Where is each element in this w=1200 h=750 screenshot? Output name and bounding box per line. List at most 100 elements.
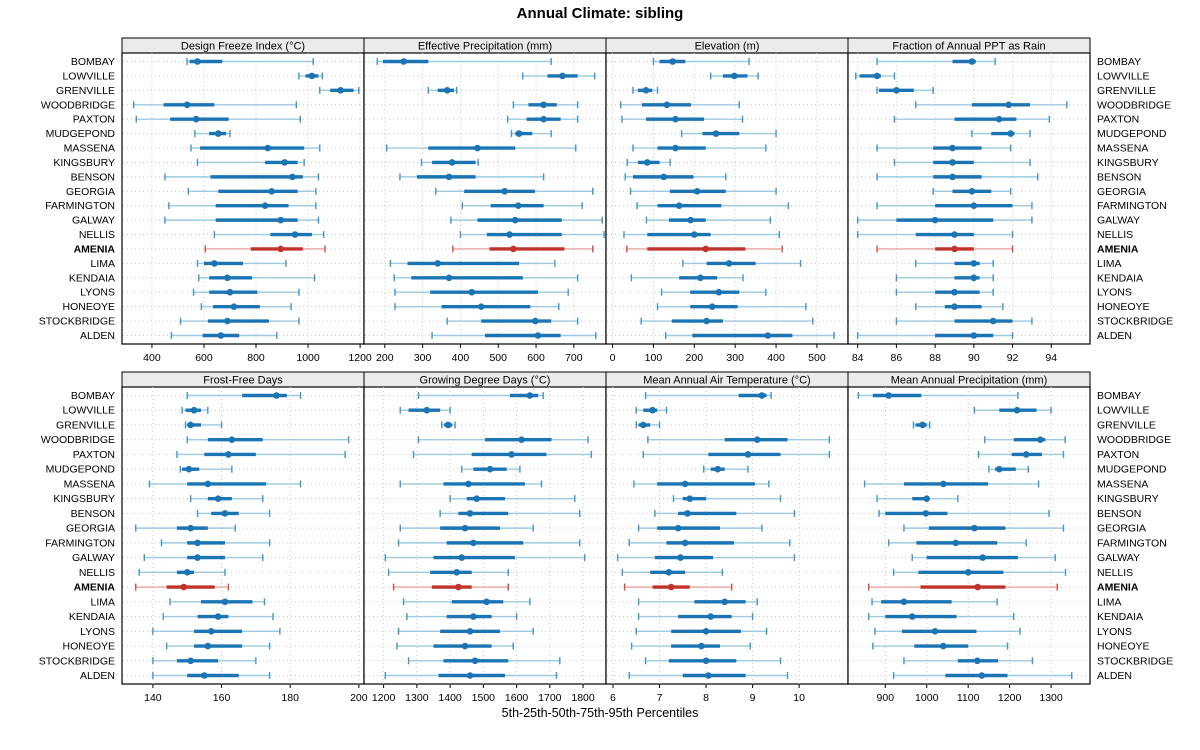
median-dot [540, 115, 547, 123]
row-label-right-lyons: LYONS [1097, 626, 1132, 638]
row-label-left-alden: ALDEN [80, 330, 115, 342]
median-dot [273, 392, 280, 399]
median-dot [702, 627, 710, 635]
median-dot [183, 569, 191, 576]
errorbar-georgia [187, 187, 317, 195]
errorbar-benson [878, 509, 1050, 517]
median-dot [183, 101, 191, 109]
median-dot [764, 332, 772, 339]
errorbar-farmington [636, 202, 790, 210]
errorbar-bombay [186, 58, 314, 65]
axis-tick-label: 300 [726, 352, 744, 364]
row-label-left-lyons: LYONS [80, 287, 115, 299]
median-dot [194, 554, 201, 561]
errorbar-honeoye [656, 303, 807, 311]
median-dot [466, 672, 474, 679]
axis-tick-label: 10 [793, 692, 805, 704]
row-label-left-woodbridge: WOODBRIDGE [41, 434, 115, 446]
errorbar-mudgepond [461, 465, 521, 473]
panel-plot-area [363, 386, 607, 685]
errorbar-kingsbury [449, 495, 576, 503]
errorbar-farmington [887, 539, 1027, 547]
errorbar-kingsbury [189, 495, 264, 503]
axis-tick-label: 1500 [472, 692, 496, 704]
errorbar-bombay [376, 58, 552, 65]
median-dot [510, 245, 517, 253]
errorbar-bombay [417, 392, 544, 399]
axis-tick-label: 500 [808, 352, 826, 364]
errorbar-kingsbury [196, 158, 305, 166]
median-dot [477, 303, 485, 310]
errorbar-benson [196, 509, 271, 517]
errorbar-kendaia [630, 274, 744, 282]
errorbar-galway [384, 554, 586, 562]
median-dot [642, 87, 650, 94]
row-label-right-honeoye: HONEOYE [1097, 301, 1150, 313]
median-dot [468, 288, 476, 296]
errorbar-alden [664, 332, 835, 339]
errorbar-lyons [397, 627, 534, 635]
median-dot [686, 495, 694, 502]
errorbar-amenia [868, 583, 1058, 591]
median-dot [466, 510, 474, 517]
errorbar-galway [911, 554, 1056, 562]
row-label-right-farmington: FARMINGTON [1097, 537, 1167, 549]
median-dot [974, 583, 982, 591]
axis-tick-label: 1300 [1039, 692, 1063, 704]
errorbar-georgia [435, 187, 594, 195]
errorbar-woodbridge [417, 436, 589, 444]
errorbar-lima [915, 259, 994, 267]
median-dot [230, 303, 238, 310]
errorbar-galway [645, 216, 772, 224]
median-dot [204, 642, 212, 650]
errorbar-lowville [298, 72, 324, 80]
errorbar-bombay [186, 392, 302, 399]
row-label-right-paxton: PAXTON [1097, 114, 1139, 126]
median-dot [707, 613, 715, 620]
row-label-right-mudgepond: MUDGEPOND [1097, 464, 1167, 476]
row-label-left-farmington: FARMINGTON [45, 537, 115, 549]
median-dot [951, 288, 958, 296]
errorbar-galway [143, 554, 264, 562]
errorbar-nellis [621, 568, 724, 576]
errorbar-amenia [626, 245, 783, 253]
errorbar-farmington [160, 539, 271, 547]
median-dot [1036, 436, 1044, 444]
row-label-right-woodbridge: WOODBRIDGE [1097, 99, 1171, 111]
median-dot [715, 288, 723, 296]
errorbar-georgia [903, 524, 1065, 532]
median-dot [508, 451, 515, 458]
row-label-left-massena: MASSENA [64, 478, 115, 490]
median-dot [979, 554, 986, 561]
median-dot [228, 436, 236, 444]
axis-tick-label: 400 [452, 352, 470, 364]
median-dot [660, 173, 667, 181]
panel-title: Mean Annual Air Temperature (°C) [643, 375, 810, 387]
errorbar-kendaia [406, 613, 518, 621]
errorbar-amenia [876, 245, 1014, 253]
axis-tick-label: 1200 [372, 692, 396, 704]
errorbar-benson [164, 173, 320, 181]
errorbar-grenville [184, 421, 223, 429]
errorbar-farmington [876, 202, 1033, 210]
median-dot [931, 216, 939, 224]
errorbar-nellis [387, 568, 509, 576]
row-label-left-nellis: NELLIS [79, 229, 115, 241]
axis-tick-label: 100 [645, 352, 663, 364]
errorbar-kingsbury [893, 158, 1031, 166]
median-dot [470, 539, 477, 547]
row-label-left-mudgepond: MUDGEPOND [46, 128, 116, 140]
panel-title: Growing Degree Days (°C) [420, 375, 551, 387]
row-label-left-kendaia: KENDAIA [69, 611, 115, 623]
axis-tick-label: 400 [143, 352, 161, 364]
median-dot [970, 202, 978, 210]
errorbar-massena [863, 480, 1040, 488]
row-label-left-kingsbury: KINGSBURY [53, 493, 115, 505]
axis-tick-label: 200 [350, 692, 368, 704]
errorbar-kingsbury [672, 495, 782, 503]
row-label-left-lima: LIMA [90, 596, 115, 608]
row-label-right-georgia: GEORGIA [1097, 523, 1146, 535]
errorbar-bombay [644, 392, 772, 399]
median-dot [900, 598, 908, 606]
errorbar-honeoye [630, 642, 751, 650]
